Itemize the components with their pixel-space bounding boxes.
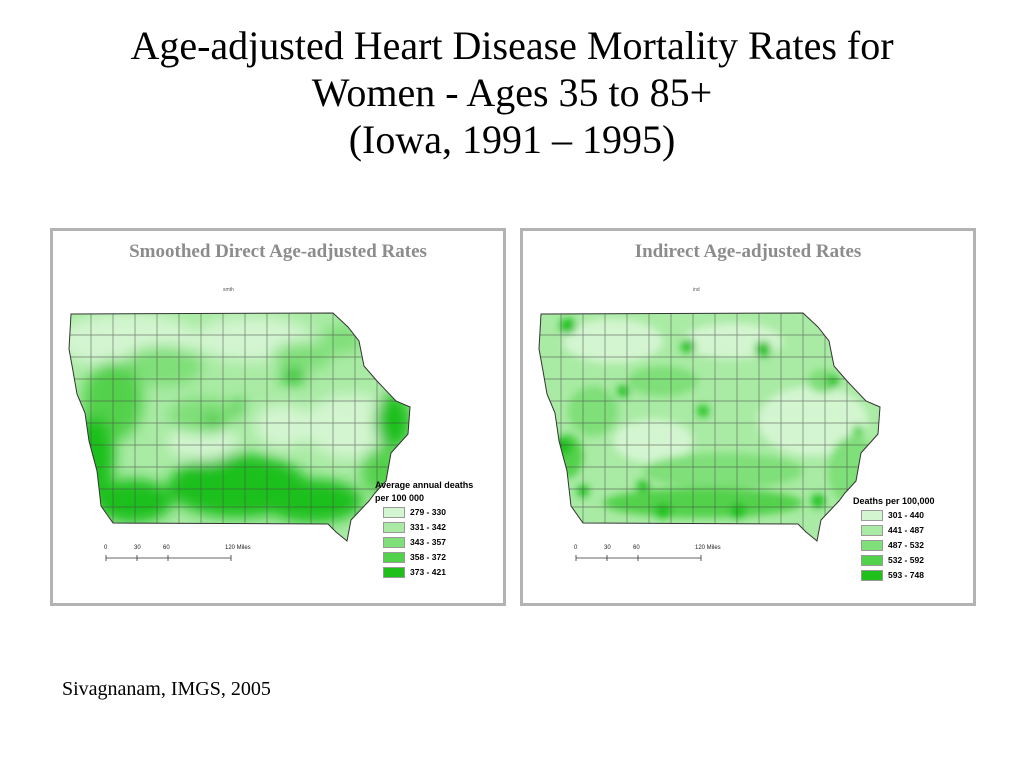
- legend-range: 331 - 342: [410, 522, 446, 532]
- legend-range: 279 - 330: [410, 507, 446, 517]
- legend-item: 532 - 592: [861, 553, 935, 568]
- legend-range: 593 - 748: [888, 570, 924, 580]
- indirect-map-tiny-label: ind: [693, 287, 700, 293]
- legend-swatch: [861, 570, 883, 581]
- scale-tick-label: 120 Miles: [225, 545, 251, 551]
- legend-title: Deaths per 100,000: [853, 496, 935, 506]
- legend-swatch: [383, 567, 405, 578]
- title-line-2: Women - Ages 35 to 85+: [311, 70, 713, 115]
- legend-item: 358 - 372: [383, 550, 473, 565]
- legend-range: 373 - 421: [410, 567, 446, 577]
- smoothed-map-panel: Smoothed Direct Age-adjusted Rates smth: [50, 228, 506, 606]
- legend-swatch: [383, 507, 405, 518]
- legend-item: 487 - 532: [861, 538, 935, 553]
- indirect-iowa-map: [538, 312, 881, 542]
- legend-range: 441 - 487: [888, 525, 924, 535]
- legend-item: 343 - 357: [383, 535, 473, 550]
- legend-swatch: [861, 555, 883, 566]
- scale-bar-line: [575, 555, 702, 561]
- legend-item: 373 - 421: [383, 565, 473, 580]
- legend-range: 532 - 592: [888, 555, 924, 565]
- scale-tick-label: 60: [633, 545, 640, 551]
- legend-range: 301 - 440: [888, 510, 924, 520]
- smoothed-map-scale-bar: 0 30 60 120 Miles: [101, 545, 251, 565]
- scale-tick-label: 120 Miles: [695, 545, 721, 551]
- legend-swatch: [383, 537, 405, 548]
- indirect-map-panel: Indirect Age-adjusted Rates ind: [520, 228, 976, 606]
- scale-tick-label: 30: [604, 545, 611, 551]
- indirect-map-heading: Indirect Age-adjusted Rates: [634, 241, 862, 262]
- slide-title: Age-adjusted Heart Disease Mortality Rat…: [0, 22, 1024, 163]
- smoothed-iowa-map: [68, 312, 411, 542]
- scale-bar-line: [105, 555, 232, 561]
- smoothed-map-legend: Average annual deaths per 100 000 279 - …: [375, 479, 473, 580]
- legend-item: 331 - 342: [383, 520, 473, 535]
- scale-tick-label: 30: [134, 545, 141, 551]
- legend-range: 358 - 372: [410, 552, 446, 562]
- title-line-3: (Iowa, 1991 – 1995): [348, 117, 676, 162]
- legend-item: 441 - 487: [861, 523, 935, 538]
- indirect-map-legend: Deaths per 100,000 301 - 440 441 - 487 4…: [853, 495, 935, 583]
- legend-item: 301 - 440: [861, 508, 935, 523]
- legend-swatch: [861, 540, 883, 551]
- title-line-1: Age-adjusted Heart Disease Mortality Rat…: [130, 23, 894, 68]
- scale-tick-label: 0: [574, 545, 578, 551]
- legend-swatch: [383, 552, 405, 563]
- indirect-map-scale-bar: 0 30 60 120 Miles: [571, 545, 721, 565]
- legend-item: 279 - 330: [383, 505, 473, 520]
- smoothed-map-tiny-label: smth: [223, 287, 234, 293]
- legend-swatch: [861, 525, 883, 536]
- legend-swatch: [861, 510, 883, 521]
- smoothed-map-heading: Smoothed Direct Age-adjusted Rates: [129, 241, 427, 262]
- legend-range: 343 - 357: [410, 537, 446, 547]
- legend-range: 487 - 532: [888, 540, 924, 550]
- source-credit: Sivagnanam, IMGS, 2005: [62, 678, 271, 700]
- scale-tick-label: 0: [104, 545, 108, 551]
- scale-tick-label: 60: [163, 545, 170, 551]
- legend-title: Average annual deaths: [375, 480, 474, 490]
- legend-item: 593 - 748: [861, 568, 935, 583]
- legend-swatch: [383, 522, 405, 533]
- legend-subtitle: per 100 000: [375, 493, 425, 503]
